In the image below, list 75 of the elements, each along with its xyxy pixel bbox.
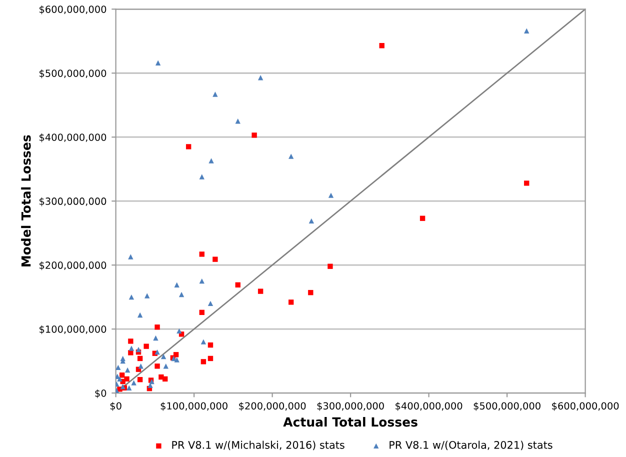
x-tick-label: $200,000,000 [239, 402, 306, 411]
point [154, 324, 160, 330]
point [144, 344, 149, 349]
point [199, 310, 204, 316]
point [128, 338, 134, 344]
point [524, 28, 530, 34]
x-tick-label: $500,000,000 [474, 402, 540, 411]
point [174, 357, 180, 362]
point [524, 180, 530, 186]
point [308, 290, 314, 296]
x-tick-label: $300,000,000 [317, 402, 384, 411]
point [420, 216, 426, 221]
point [186, 144, 192, 150]
point [208, 158, 214, 164]
point [160, 354, 166, 360]
point [199, 174, 204, 180]
point [308, 218, 314, 224]
legend-label: PR V8.1 w/(Otarola, 2021) stats [390, 440, 552, 450]
point [199, 278, 204, 284]
point [328, 264, 333, 269]
y-tick-label: $100,000,000 [40, 325, 106, 334]
point [258, 75, 264, 80]
y-tick-label: $200,000,000 [40, 261, 106, 270]
point [200, 339, 206, 344]
point [208, 342, 214, 348]
point [162, 376, 168, 382]
point [144, 293, 150, 298]
point [288, 300, 294, 305]
point [176, 328, 182, 334]
legend-label: PR V8.1 w/(Michalski, 2016) stats [172, 440, 344, 450]
point [328, 192, 334, 198]
point [116, 364, 121, 370]
point [208, 300, 214, 306]
point [128, 294, 134, 300]
point [136, 346, 142, 352]
point [174, 282, 180, 288]
point [288, 154, 294, 159]
point [154, 364, 160, 369]
point [212, 92, 218, 97]
point [116, 374, 120, 379]
point [199, 252, 204, 257]
point [235, 282, 240, 288]
x-tick-label: $100,000,000 [160, 402, 228, 411]
point [252, 132, 257, 138]
point [153, 335, 158, 341]
y-axis-title: Model Total Losses [21, 135, 31, 266]
point [137, 356, 143, 362]
point [200, 359, 206, 364]
point [258, 288, 264, 294]
x-tick-label: $600,000,000 [552, 402, 619, 411]
point [235, 118, 240, 124]
point [138, 364, 144, 369]
y-tick-label: $600,000,000 [40, 5, 106, 14]
y-tick-label: $0 [95, 389, 106, 398]
point [208, 356, 214, 362]
point [154, 349, 160, 355]
point [137, 376, 143, 382]
point [117, 376, 122, 382]
point [379, 43, 384, 48]
x-axis-title: Actual Total Losses [283, 417, 418, 427]
x-tick-label: $400,000,000 [396, 402, 462, 411]
point [128, 254, 134, 260]
point [137, 312, 143, 318]
x-tick-label: $0 [110, 402, 122, 411]
point [131, 380, 136, 386]
point [178, 292, 184, 298]
point [155, 60, 161, 66]
point [128, 350, 134, 356]
point [124, 367, 130, 373]
point [212, 256, 218, 262]
point [128, 346, 134, 351]
y-tick-label: $400,000,000 [40, 133, 106, 142]
y-tick-label: $300,000,000 [40, 197, 106, 206]
y-tick-label: $500,000,000 [40, 69, 106, 78]
point [126, 385, 132, 390]
